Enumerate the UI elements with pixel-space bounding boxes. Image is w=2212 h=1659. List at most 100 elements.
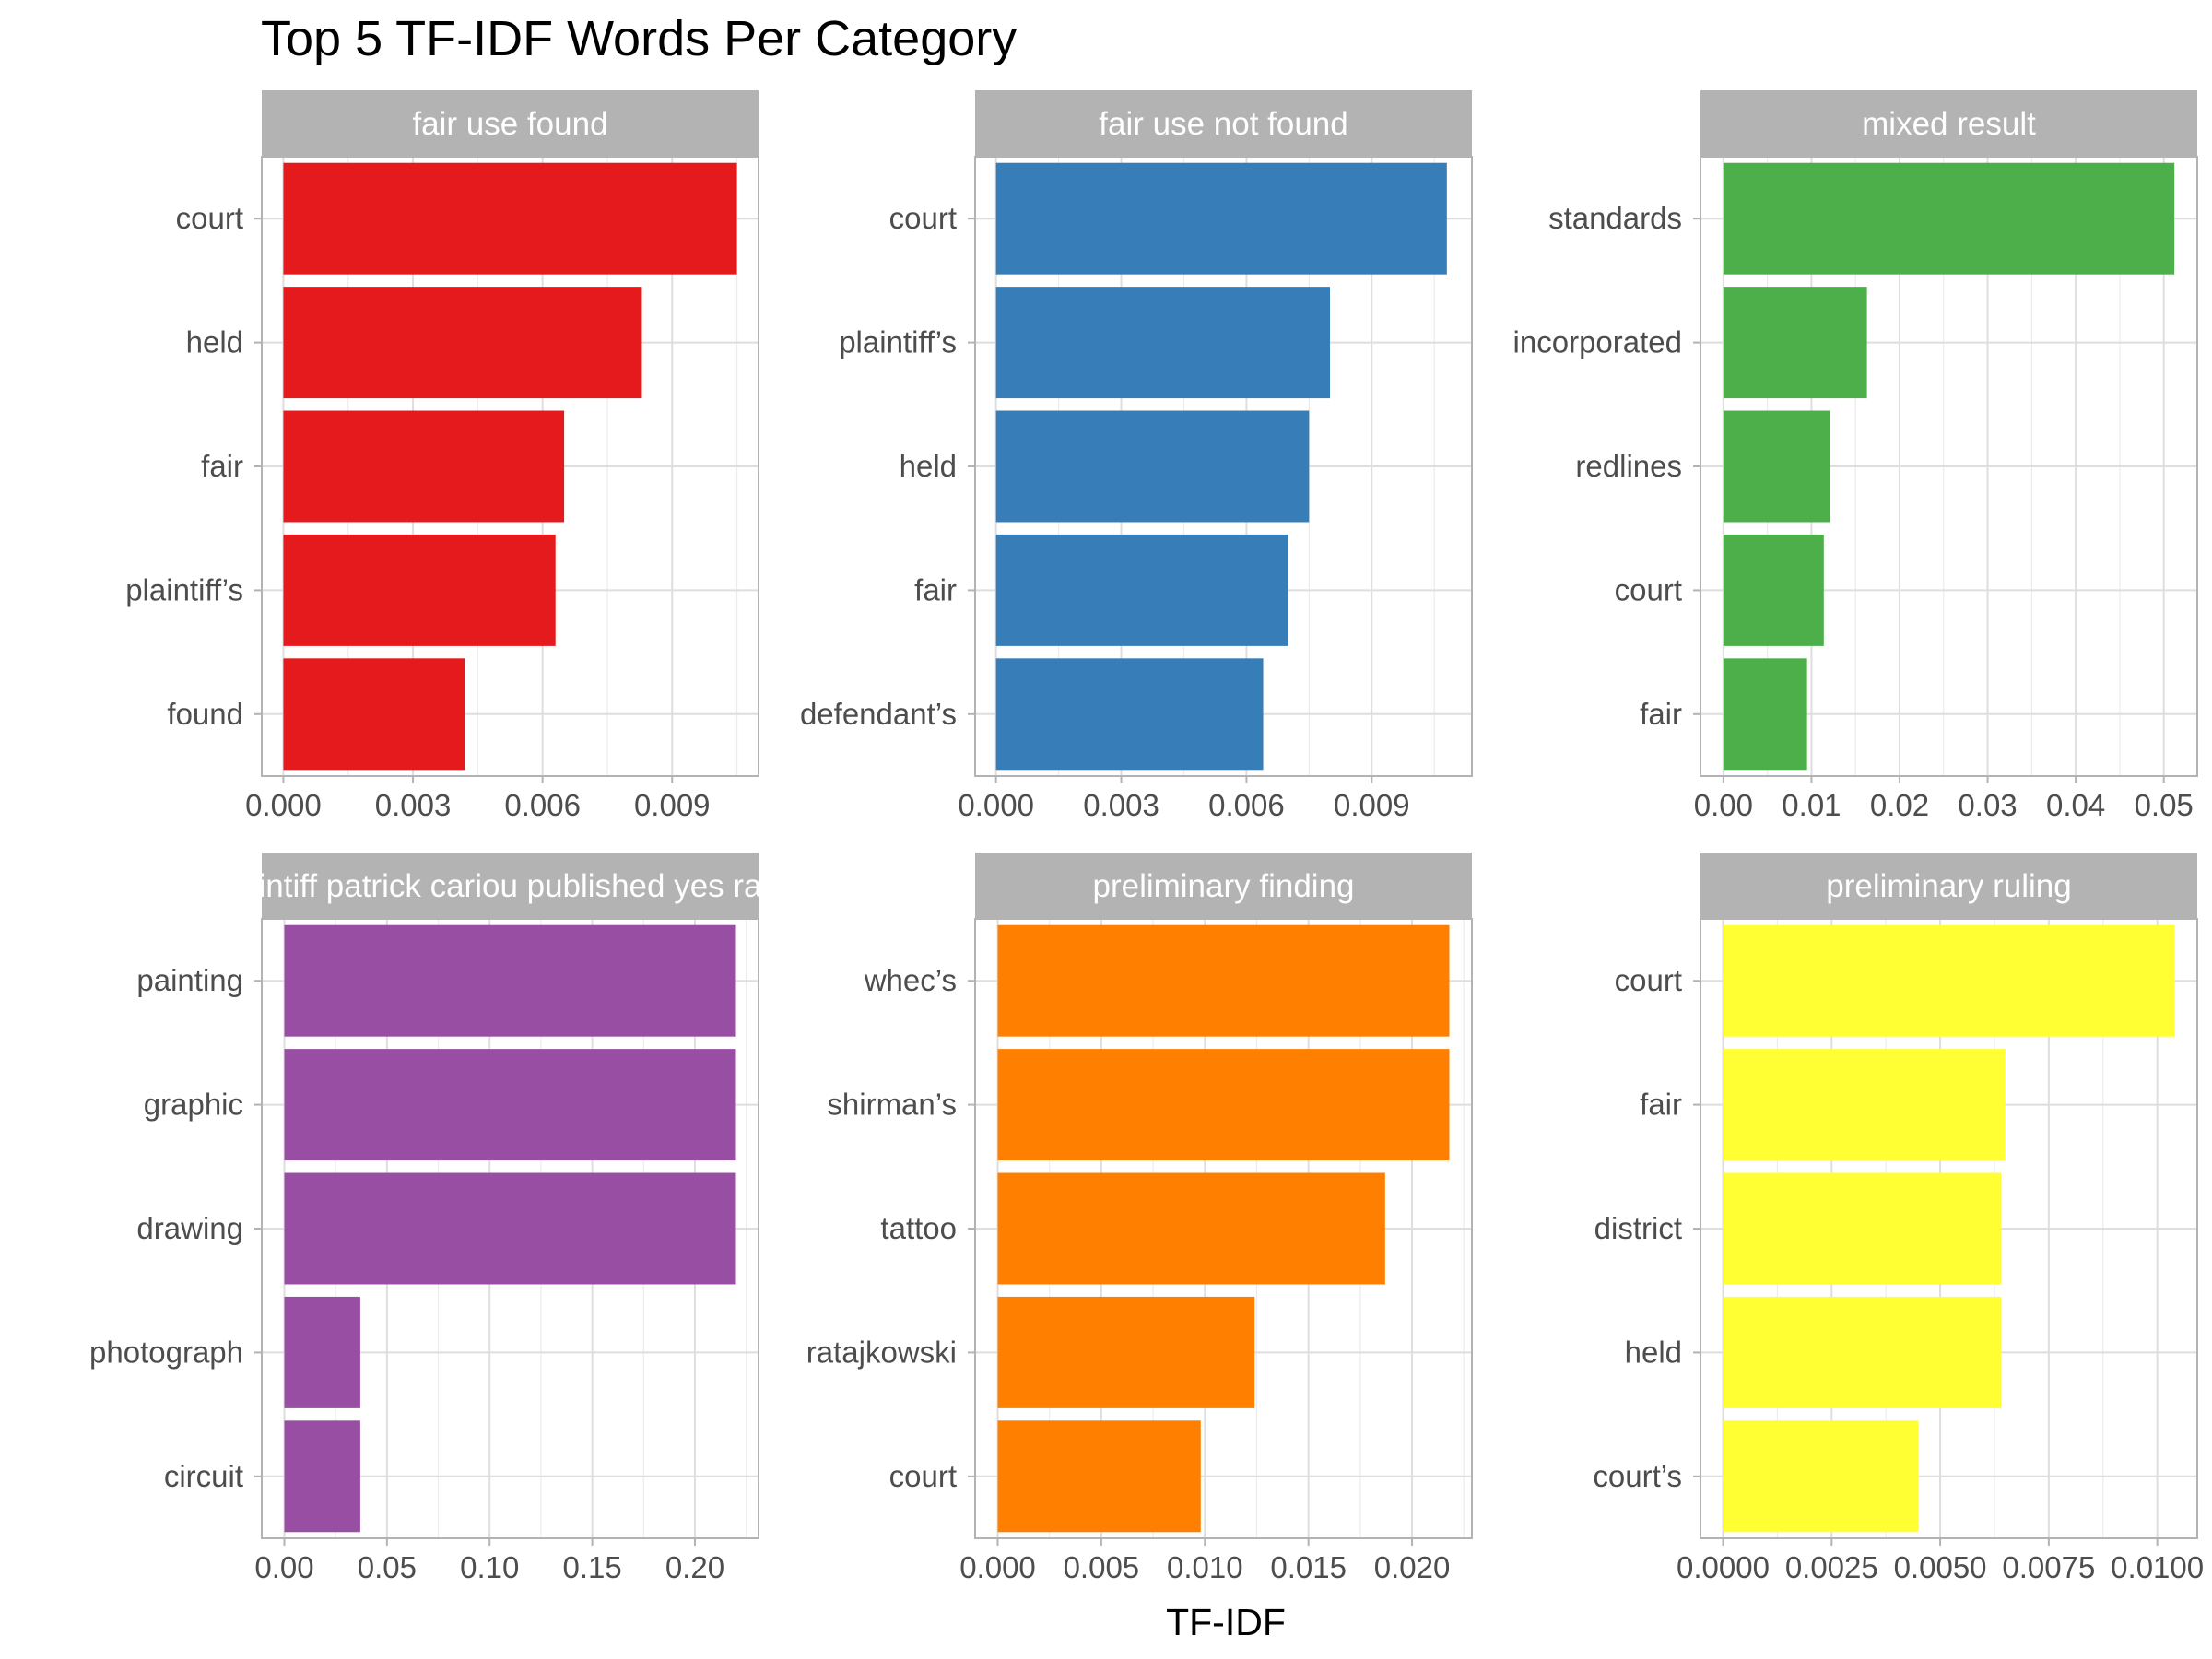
bar [997, 1172, 1385, 1285]
facet-strip-label: preliminary finding [1092, 868, 1354, 904]
bar [284, 1172, 736, 1285]
facet-strip [975, 90, 1472, 157]
bar [283, 162, 737, 275]
x-tick-label: 0.003 [375, 788, 452, 822]
category-label: defendant’s [800, 697, 957, 731]
category-label: fair [201, 449, 243, 483]
x-tick-label: 0.04 [2046, 788, 2105, 822]
bar [995, 410, 1310, 523]
facet-strip-label: mixed result [1862, 106, 2036, 142]
bar [995, 287, 1330, 399]
category-label: fair [1640, 697, 1682, 731]
panels: fair use found court held fair plaintiff’s fo… [89, 90, 2204, 1584]
x-tick-label: 0.0100 [2111, 1550, 2204, 1584]
category-label: standards [1548, 201, 1682, 235]
x-tick-label: 0.006 [1208, 788, 1285, 822]
category-label: fair [1640, 1088, 1682, 1122]
facet-strip-label: preliminary ruling [1826, 868, 2071, 904]
bar [995, 658, 1264, 771]
category-label: shirman’s [827, 1088, 957, 1122]
category-label: fair [914, 572, 957, 606]
bar [1723, 924, 2175, 1037]
x-tick-label: 0.15 [562, 1550, 621, 1584]
x-tick-label: 0.20 [665, 1550, 724, 1584]
x-tick-label: 0.015 [1270, 1550, 1347, 1584]
facet-strip-label: fair use found [412, 106, 607, 142]
x-tick-label: 0.000 [959, 1550, 1036, 1584]
category-label: district [1594, 1211, 1682, 1245]
facet-strip [262, 853, 759, 919]
facet-strip [262, 90, 759, 157]
x-tick-label: 0.0000 [1677, 1550, 1770, 1584]
category-label: held [186, 325, 243, 359]
category-label: held [1625, 1335, 1682, 1369]
category-label: graphic [144, 1088, 243, 1122]
bar [283, 534, 556, 646]
x-tick-label: 0.000 [958, 788, 1034, 822]
facet-strip [1700, 90, 2197, 157]
bar [1723, 1049, 2006, 1161]
bar [997, 924, 1450, 1037]
bar [995, 534, 1288, 646]
bar [283, 410, 565, 523]
x-tick-label: 0.0025 [1785, 1550, 1878, 1584]
facet-panel: preliminary finding whec’s shirman’s tattoo… [806, 853, 1473, 1584]
category-label: circuit [164, 1459, 243, 1493]
facet-strip-label: plaintiff patrick cariou published yes r… [216, 868, 806, 904]
bar [997, 1049, 1450, 1161]
bar [284, 1049, 736, 1161]
category-label: court [889, 201, 957, 235]
facet-strip [1700, 853, 2197, 919]
facet-strip [975, 853, 1472, 919]
x-tick-label: 0.00 [1694, 788, 1753, 822]
chart-title: Top 5 TF-IDF Words Per Category [261, 11, 1017, 66]
x-tick-label: 0.05 [358, 1550, 417, 1584]
bar [284, 1296, 360, 1408]
x-tick-label: 0.02 [1870, 788, 1929, 822]
category-label: court [176, 201, 243, 235]
bar [1723, 1296, 2002, 1408]
bar [1723, 410, 1830, 523]
category-label: ratajkowski [806, 1335, 957, 1369]
category-label: plaintiff’s [125, 572, 243, 606]
category-label: tattoo [880, 1211, 957, 1245]
bar [1723, 658, 1807, 771]
facet-panel: fair use found court held fair plaintiff’s fo… [125, 90, 759, 822]
bar [1723, 1420, 1919, 1533]
x-tick-label: 0.010 [1167, 1550, 1243, 1584]
bar [1723, 162, 2175, 275]
x-tick-label: 0.020 [1374, 1550, 1451, 1584]
x-tick-label: 0.05 [2135, 788, 2194, 822]
bar [283, 658, 465, 771]
category-label: redlines [1575, 449, 1682, 483]
category-label: court [1615, 963, 1682, 997]
facet-panel: plaintiff patrick cariou published yes r… [89, 853, 806, 1584]
x-tick-label: 0.009 [1334, 788, 1410, 822]
bar [995, 162, 1447, 275]
x-axis-title: TF-IDF [1166, 1601, 1286, 1643]
bar [997, 1420, 1201, 1533]
category-label: court [889, 1459, 957, 1493]
category-label: photograph [89, 1335, 243, 1369]
category-label: court’s [1593, 1459, 1682, 1493]
x-tick-label: 0.005 [1064, 1550, 1140, 1584]
x-tick-label: 0.01 [1782, 788, 1841, 822]
category-label: held [900, 449, 957, 483]
category-label: plaintiff’s [839, 325, 957, 359]
bar [997, 1296, 1255, 1408]
bar [1723, 1172, 2002, 1285]
x-tick-label: 0.0075 [2002, 1550, 2095, 1584]
x-tick-label: 0.000 [245, 788, 322, 822]
bar [284, 924, 736, 1037]
category-label: found [167, 697, 243, 731]
bar [284, 1420, 360, 1533]
facet-panel: fair use not found court plaintiff’s held fa… [800, 90, 1473, 822]
x-tick-label: 0.006 [504, 788, 581, 822]
bar [1723, 287, 1867, 399]
x-tick-label: 0.0050 [1894, 1550, 1987, 1584]
x-tick-label: 0.10 [460, 1550, 519, 1584]
category-label: whec’s [864, 963, 957, 997]
bar [283, 287, 642, 399]
facet-strip-label: fair use not found [1099, 106, 1347, 142]
